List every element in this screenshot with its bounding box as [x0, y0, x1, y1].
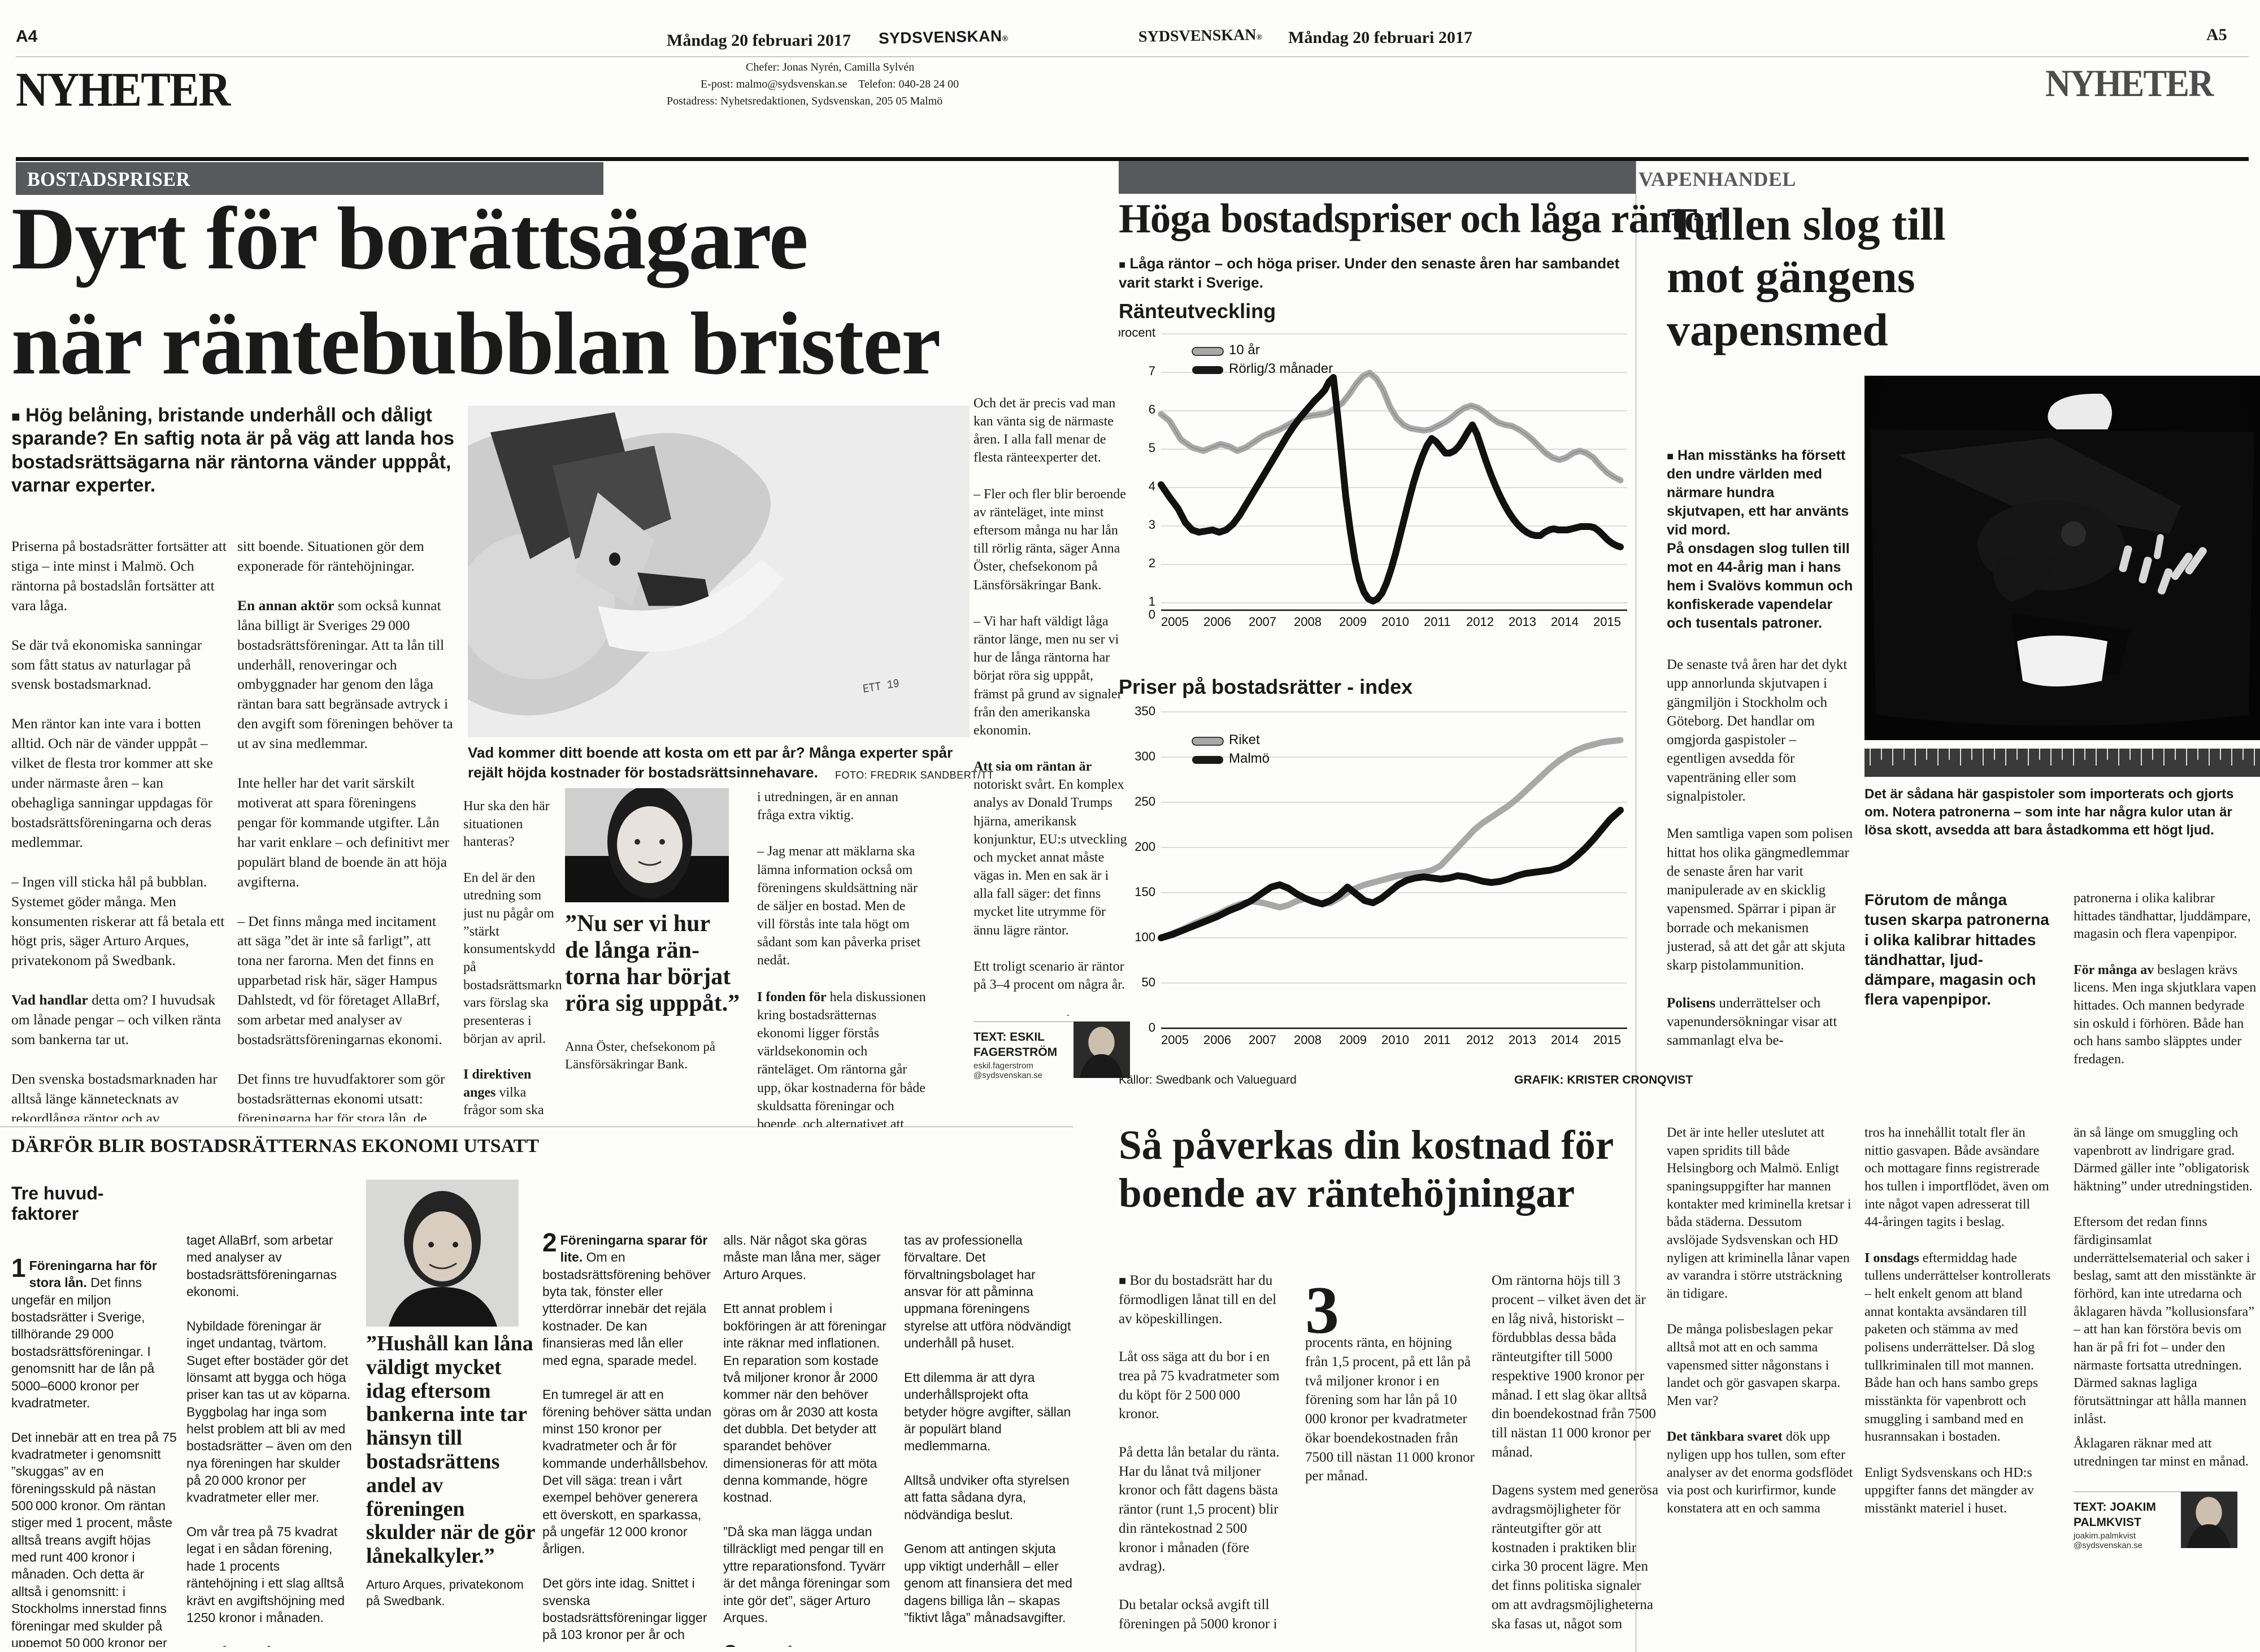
svg-text:150: 150 [1135, 885, 1155, 899]
svg-text:Malmö: Malmö [1229, 751, 1270, 766]
svg-text:2012: 2012 [1466, 615, 1494, 629]
svg-text:2010: 2010 [1381, 1033, 1409, 1047]
svg-text:8 procent: 8 procent [1119, 328, 1155, 340]
svg-text:2012: 2012 [1466, 1033, 1494, 1047]
svg-text:2013: 2013 [1509, 615, 1536, 629]
svg-text:2007: 2007 [1249, 1033, 1276, 1047]
svg-text:100: 100 [1135, 930, 1155, 944]
svg-text:50: 50 [1142, 975, 1155, 989]
svg-text:5: 5 [1149, 441, 1155, 455]
svg-text:350: 350 [1135, 706, 1155, 718]
svg-text:2006: 2006 [1203, 615, 1231, 629]
svg-text:2011: 2011 [1424, 1033, 1450, 1047]
svg-text:2: 2 [1149, 556, 1155, 570]
svg-text:2010: 2010 [1381, 615, 1409, 629]
svg-text:200: 200 [1135, 840, 1155, 854]
svg-text:2008: 2008 [1294, 1033, 1322, 1047]
svg-text:Riket: Riket [1229, 732, 1260, 747]
svg-text:2014: 2014 [1551, 1033, 1579, 1047]
svg-text:0: 0 [1149, 1020, 1155, 1034]
svg-text:2009: 2009 [1339, 1033, 1367, 1047]
svg-text:3: 3 [1149, 518, 1155, 532]
svg-text:2013: 2013 [1509, 1033, 1536, 1047]
svg-text:1: 1 [1149, 594, 1155, 608]
svg-text:6: 6 [1149, 402, 1155, 416]
svg-text:2015: 2015 [1593, 1033, 1621, 1047]
svg-text:2005: 2005 [1161, 615, 1189, 629]
svg-text:2009: 2009 [1339, 615, 1367, 629]
svg-text:4: 4 [1149, 479, 1155, 493]
svg-text:250: 250 [1135, 794, 1155, 808]
svg-text:Rörlig/3 månader: Rörlig/3 månader [1229, 361, 1333, 376]
svg-text:2015: 2015 [1593, 615, 1621, 629]
svg-text:300: 300 [1135, 749, 1155, 763]
svg-text:2011: 2011 [1424, 615, 1450, 629]
svg-text:0: 0 [1149, 607, 1155, 621]
svg-text:2008: 2008 [1294, 615, 1322, 629]
svg-text:2007: 2007 [1249, 615, 1276, 629]
svg-text:10 år: 10 år [1229, 342, 1260, 358]
svg-text:7: 7 [1149, 364, 1155, 378]
svg-text:2006: 2006 [1203, 1033, 1231, 1047]
svg-text:2014: 2014 [1551, 615, 1579, 629]
svg-text:2005: 2005 [1161, 1033, 1189, 1047]
